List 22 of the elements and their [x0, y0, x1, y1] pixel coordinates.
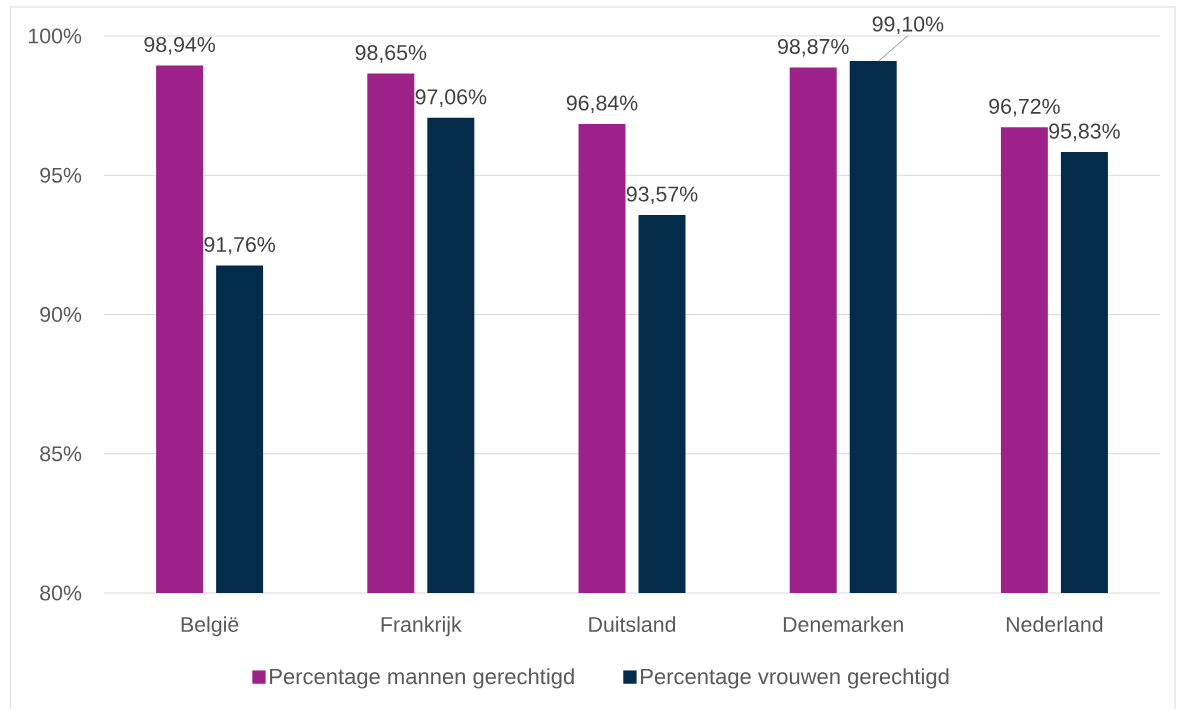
x-tick-label: Nederland	[1006, 616, 1103, 633]
x-tick-label: België	[181, 616, 239, 637]
legend-label: Percentage vrouwen gerechtigd	[641, 668, 949, 689]
data-label: 99,10%	[872, 16, 944, 35]
data-label: 96,84%	[566, 95, 638, 114]
data-label: 97,06%	[415, 89, 487, 107]
legend-label: Percentage mannen gerechtigd	[270, 668, 574, 689]
data-label: 96,72%	[989, 98, 1060, 117]
y-tick-label: 85%	[40, 446, 82, 462]
data-label: 91,76%	[204, 236, 276, 255]
x-tick-label: Duitsland	[589, 616, 676, 633]
y-tick-label: 80%	[40, 585, 82, 601]
data-label: 98,65%	[355, 45, 427, 63]
data-label: 98,87%	[778, 38, 849, 57]
x-tick-label: Denemarken	[783, 616, 903, 633]
data-label: 95,83%	[1049, 123, 1120, 142]
data-label: 93,57%	[626, 186, 698, 205]
x-tick-label: Frankrijk	[381, 616, 462, 637]
data-label: 98,94%	[144, 36, 216, 55]
y-tick-label: 95%	[40, 167, 82, 183]
y-tick-label: 100%	[29, 28, 82, 44]
y-tick-label: 90%	[40, 306, 82, 323]
